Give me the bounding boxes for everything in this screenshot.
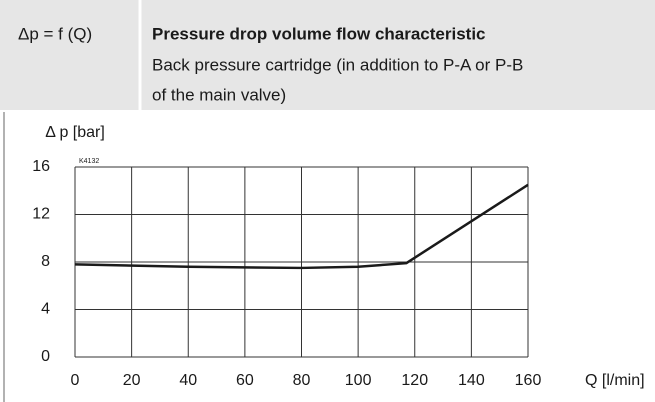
x-tick-label: 20 xyxy=(123,372,141,389)
y-tick-label: 12 xyxy=(32,206,50,223)
x-tick-label: 80 xyxy=(293,372,311,389)
x-tick-label: 0 xyxy=(71,372,80,389)
header-subtitle: of the main valve) xyxy=(152,85,286,104)
header-label: Δp = f (Q) xyxy=(18,24,92,43)
annotation: K4132 xyxy=(79,158,99,165)
header-title: Pressure drop volume flow characteristic xyxy=(152,24,486,43)
header-subtitle: Back pressure cartridge (in addition to … xyxy=(152,55,523,74)
y-tick-label: 8 xyxy=(41,253,50,270)
y-tick-label: 0 xyxy=(41,348,50,365)
data-line xyxy=(74,183,529,270)
x-tick-label: 100 xyxy=(345,372,372,389)
x-tick-label: 160 xyxy=(515,372,542,389)
x-tick-label: 60 xyxy=(236,372,254,389)
y-tick-label: 16 xyxy=(32,158,50,175)
x-axis-label: Q [l/min] xyxy=(585,372,645,389)
x-tick-label: 40 xyxy=(179,372,197,389)
x-tick-label: 140 xyxy=(458,372,485,389)
x-tick-label: 120 xyxy=(401,372,428,389)
y-axis-label: Δ p [bar] xyxy=(45,124,105,141)
y-tick-label: 4 xyxy=(41,301,50,318)
header-bg xyxy=(0,0,655,110)
